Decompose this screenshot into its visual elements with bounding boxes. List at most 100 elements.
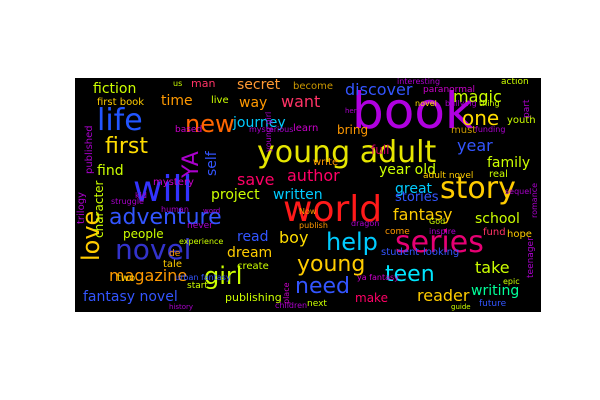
word-reader: reader bbox=[417, 286, 470, 305]
word-thing: thing bbox=[479, 99, 500, 108]
word-become: become bbox=[293, 81, 334, 92]
word-first: first bbox=[105, 134, 148, 159]
word-first-book: first book bbox=[97, 97, 145, 108]
word-must: must bbox=[451, 125, 477, 136]
word-two: two bbox=[117, 273, 136, 284]
word-journey: journey bbox=[233, 115, 286, 131]
word-struggle: struggle bbox=[111, 197, 144, 206]
word-writing: writing bbox=[471, 283, 520, 299]
word-make: make bbox=[355, 291, 388, 305]
word-year: year bbox=[457, 136, 493, 155]
word-year-old: year old bbox=[379, 162, 437, 178]
word-way: way bbox=[239, 95, 268, 111]
word-live: live bbox=[211, 95, 229, 106]
word-world: world bbox=[283, 189, 383, 230]
word-experience: experience bbox=[179, 237, 224, 246]
word-real: real bbox=[489, 169, 508, 180]
word-school: school bbox=[475, 211, 520, 227]
word-write: write bbox=[313, 157, 339, 168]
word-find: find bbox=[97, 163, 124, 179]
word-bring: bring bbox=[337, 123, 369, 137]
word-series: series bbox=[395, 225, 484, 260]
word-take: take bbox=[475, 258, 510, 277]
word-start: start bbox=[187, 281, 208, 291]
word-hope: hope bbox=[507, 229, 532, 240]
word-publishing: publishing bbox=[225, 291, 282, 304]
word-written: written bbox=[273, 187, 323, 203]
word-need: need bbox=[295, 274, 350, 299]
word-full: full bbox=[371, 143, 390, 157]
word-magazine: magazine bbox=[109, 266, 188, 285]
word-family: family bbox=[487, 155, 531, 171]
word-dream: dream bbox=[227, 245, 273, 261]
word-mystery: mystery bbox=[153, 177, 194, 188]
word-fund: fund bbox=[483, 227, 506, 238]
word-help: help bbox=[326, 228, 378, 256]
word-teenager: teenager bbox=[526, 237, 536, 278]
word-trilogy: trilogy bbox=[76, 192, 87, 224]
word-great: great bbox=[395, 181, 433, 197]
word-life: life bbox=[97, 103, 143, 138]
word-epic: epic bbox=[503, 277, 520, 286]
word-young-girl: young girl bbox=[264, 111, 273, 152]
word-part: part bbox=[522, 99, 532, 118]
word-god: God bbox=[429, 217, 446, 226]
word-fantasy-novel: fantasy novel bbox=[83, 289, 178, 305]
word-bullying: bullying bbox=[445, 99, 477, 108]
word-come: come bbox=[385, 227, 410, 237]
word-author: author bbox=[287, 166, 340, 185]
word-urban-fantasy: urban fantasy bbox=[175, 273, 231, 282]
word-kid: kid bbox=[135, 191, 147, 200]
word-stories: stories bbox=[395, 190, 439, 205]
word-fiction: fiction bbox=[93, 81, 137, 97]
word-human: human bbox=[161, 205, 189, 214]
word-interesting: interesting bbox=[397, 78, 441, 86]
word-word: word bbox=[203, 207, 221, 215]
word-read: read bbox=[237, 229, 269, 245]
word-will: will bbox=[133, 169, 193, 210]
word-mysterious: mysterious bbox=[249, 125, 294, 134]
word-romance: romance bbox=[530, 182, 539, 218]
word-cloud: book world series young adult will story… bbox=[75, 78, 541, 312]
word-based: based bbox=[175, 125, 203, 135]
word-self: self bbox=[204, 151, 220, 176]
word-young: young bbox=[297, 252, 366, 277]
word-adventure: adventure bbox=[109, 205, 222, 230]
word-people: people bbox=[123, 227, 164, 241]
word-children: children bbox=[275, 301, 308, 310]
word-learn: learn bbox=[293, 123, 319, 134]
word-adult-novel: adult novel bbox=[423, 171, 474, 181]
word-secret: secret bbox=[237, 78, 281, 93]
word-discover: discover bbox=[345, 80, 413, 99]
word-now: Now bbox=[299, 207, 317, 216]
word-story: story bbox=[440, 171, 516, 206]
word-create: create bbox=[237, 261, 269, 272]
word-dragon: dragon bbox=[351, 219, 380, 228]
word-ya: YA bbox=[179, 151, 204, 178]
word-us: us bbox=[173, 79, 183, 88]
word-funding: funding bbox=[475, 125, 506, 134]
word-save: save bbox=[237, 170, 275, 189]
word-guide: guide bbox=[451, 303, 471, 311]
word-published: published bbox=[84, 125, 95, 174]
word-new: new bbox=[185, 110, 235, 138]
word-de: de bbox=[169, 249, 181, 259]
word-action: action bbox=[501, 78, 529, 87]
word-magic: magic bbox=[453, 87, 502, 106]
word-novel-small: novel bbox=[415, 99, 437, 108]
word-time: time bbox=[161, 93, 193, 109]
word-future: future bbox=[479, 299, 507, 309]
word-fantasy: fantasy bbox=[393, 205, 453, 224]
word-next: next bbox=[307, 299, 327, 309]
word-character: character bbox=[92, 180, 106, 238]
word-ya-fantasy: ya fantasy bbox=[357, 273, 399, 282]
word-want: want bbox=[281, 92, 321, 111]
word-book: book bbox=[352, 82, 474, 140]
word-man: man bbox=[191, 78, 216, 90]
word-novel: novel bbox=[115, 233, 192, 266]
word-looking: looking bbox=[423, 247, 460, 258]
word-one: one bbox=[462, 106, 500, 130]
word-tale: tale bbox=[163, 259, 182, 270]
word-inspire: inspire bbox=[429, 227, 456, 236]
word-girl: girl bbox=[204, 262, 243, 290]
